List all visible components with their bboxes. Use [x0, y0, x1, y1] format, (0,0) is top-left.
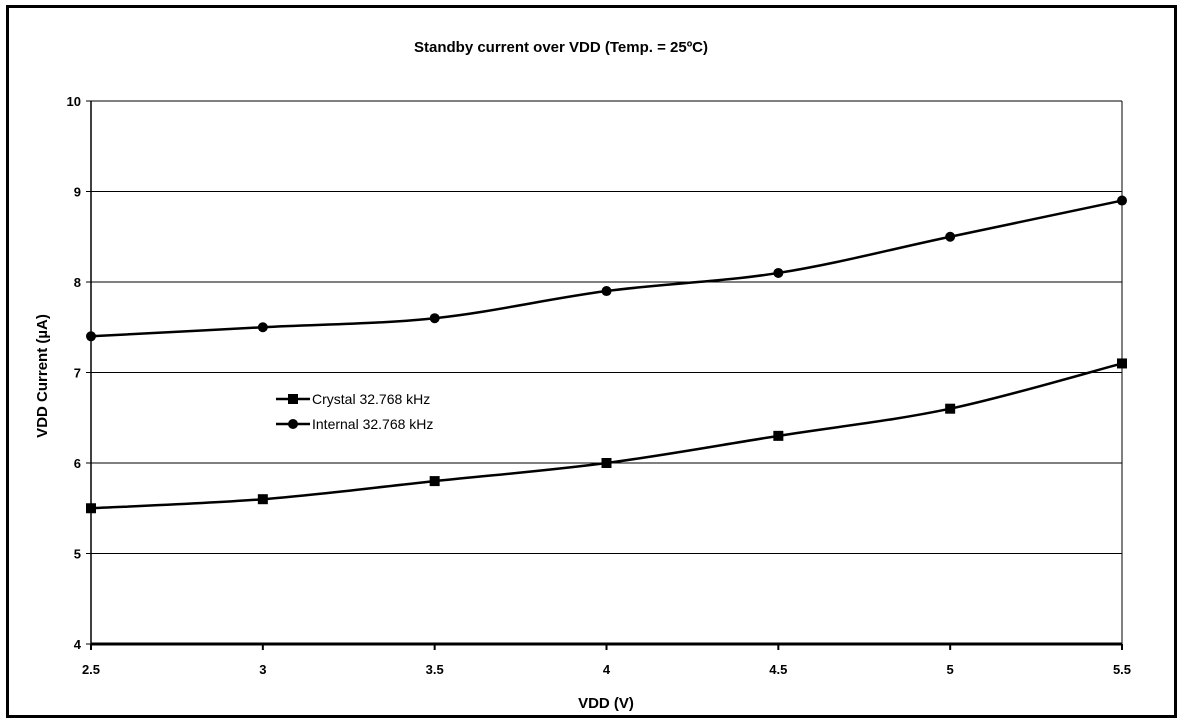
- data-point-circle: [86, 331, 96, 342]
- data-point-square: [1117, 358, 1127, 369]
- data-point-square: [86, 503, 96, 514]
- y-tick-label: 7: [74, 366, 81, 381]
- series-internal: [86, 195, 1127, 342]
- legend-label: Crystal 32.768 kHz: [312, 391, 430, 407]
- data-point-square: [945, 403, 956, 414]
- chart-frame: Standby current over VDD (Temp. = 25ºC) …: [6, 5, 1177, 718]
- data-point-square: [429, 476, 440, 487]
- data-point-square: [288, 394, 298, 404]
- chart-title: Standby current over VDD (Temp. = 25ºC): [414, 39, 708, 56]
- y-tick-label: 9: [74, 185, 81, 200]
- line-chart: Standby current over VDD (Temp. = 25ºC) …: [34, 39, 1132, 712]
- y-tick-label: 4: [74, 637, 82, 652]
- axes: [86, 100, 1123, 650]
- x-tick-label: 3: [259, 662, 266, 677]
- data-point-circle: [601, 286, 612, 297]
- y-tick-label: 8: [74, 275, 81, 290]
- series-line: [90, 199, 1123, 338]
- data-point-circle: [773, 267, 784, 278]
- data-point-circle: [288, 419, 298, 429]
- x-axis-label: VDD (V): [578, 695, 634, 712]
- data-point-square: [601, 458, 612, 468]
- data-point-circle: [945, 231, 956, 242]
- y-tick-label: 10: [67, 94, 81, 109]
- data-point-circle: [429, 313, 440, 324]
- x-tick-label: 4.5: [769, 662, 787, 677]
- series-line: [90, 362, 1123, 510]
- data-point-square: [773, 430, 784, 441]
- y-tick-label: 5: [74, 547, 81, 562]
- series-crystal: [86, 358, 1127, 514]
- x-tick-label: 5: [947, 662, 954, 677]
- legend-label: Internal 32.768 kHz: [312, 416, 433, 432]
- x-tick-label: 4: [603, 662, 611, 677]
- data-point-square: [257, 494, 268, 505]
- y-tick-label: 6: [74, 456, 81, 471]
- x-tick-label: 3.5: [426, 662, 444, 677]
- x-tick-label: 2.5: [82, 662, 100, 677]
- series-lines: [86, 195, 1127, 514]
- data-point-circle: [257, 322, 268, 333]
- y-axis-label: VDD Current (µA): [34, 314, 51, 438]
- legend: Crystal 32.768 kHz Internal 32.768 kHz: [276, 391, 433, 432]
- x-tick-label: 5.5: [1113, 662, 1131, 677]
- data-point-circle: [1117, 195, 1127, 206]
- tick-labels: 4 5 6 7 8 9 10 2.5 3 3.5 4 4.5 5 5.5: [67, 94, 1132, 677]
